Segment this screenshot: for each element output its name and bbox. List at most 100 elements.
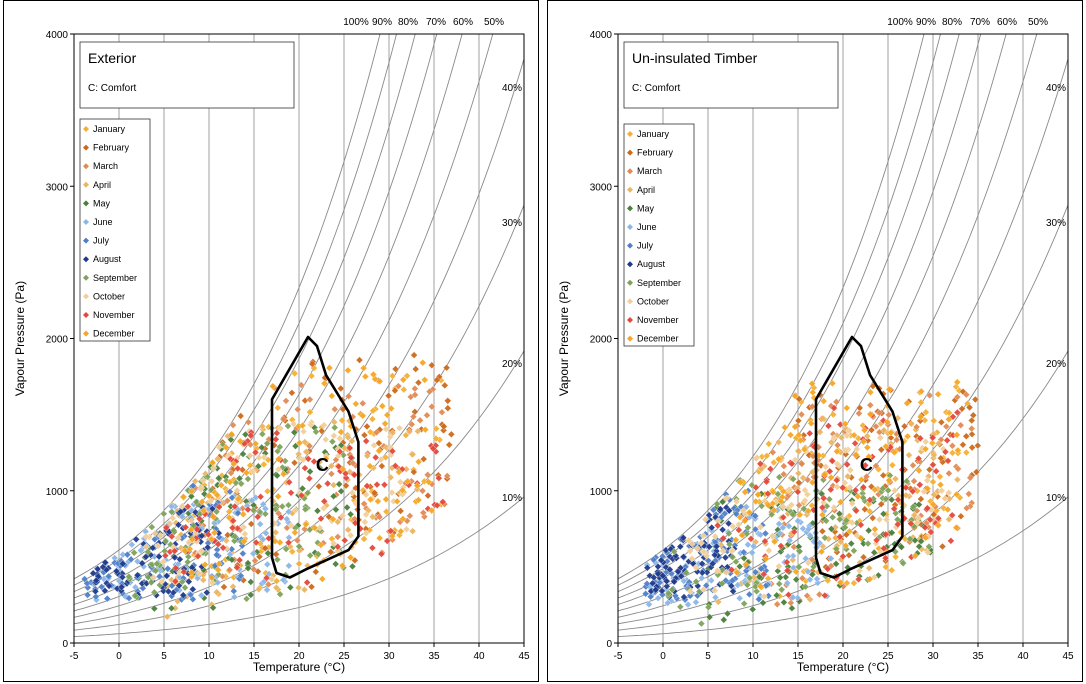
- x-tick-label: 0: [660, 651, 666, 662]
- data-point: [412, 365, 420, 373]
- legend-marker: [627, 186, 633, 193]
- data-point: [827, 554, 835, 563]
- data-point: [784, 591, 793, 599]
- data-point: [162, 524, 170, 532]
- data-point: [713, 500, 721, 508]
- data-point: [833, 447, 841, 456]
- data-point: [374, 497, 382, 505]
- rh-label: 80%: [942, 17, 962, 28]
- data-point: [902, 491, 910, 499]
- data-point: [246, 451, 254, 460]
- data-point: [105, 582, 113, 590]
- data-point: [786, 431, 795, 439]
- data-point: [857, 476, 866, 484]
- data-point: [204, 543, 212, 552]
- data-point: [285, 562, 293, 570]
- data-point: [92, 593, 100, 601]
- data-point: [384, 392, 393, 400]
- legend-marker: [83, 237, 89, 244]
- data-point: [225, 514, 233, 522]
- data-point: [230, 593, 239, 601]
- data-point: [779, 502, 787, 511]
- data-point: [387, 473, 395, 482]
- data-point: [705, 511, 713, 519]
- data-point: [375, 513, 384, 521]
- data-point: [787, 501, 796, 509]
- data-point: [298, 421, 307, 430]
- data-point: [728, 547, 736, 555]
- data-point: [360, 500, 368, 508]
- data-point: [736, 594, 744, 602]
- data-point: [217, 481, 225, 489]
- data-point: [231, 532, 239, 541]
- data-point: [732, 510, 740, 518]
- data-point: [806, 595, 814, 604]
- data-point: [308, 360, 316, 368]
- data-point: [215, 474, 223, 482]
- data-point: [879, 416, 888, 425]
- data-point: [884, 486, 892, 495]
- data-point: [84, 583, 92, 592]
- data-point: [915, 466, 923, 475]
- data-point: [329, 492, 338, 500]
- data-point: [862, 472, 871, 481]
- data-point: [866, 575, 874, 583]
- data-point: [953, 393, 961, 401]
- data-point: [409, 450, 417, 459]
- data-point: [432, 425, 440, 433]
- data-point: [322, 454, 330, 463]
- data-point: [930, 417, 938, 425]
- data-point: [762, 478, 771, 486]
- data-point: [286, 583, 295, 592]
- data-point: [197, 547, 205, 555]
- data-point: [362, 437, 370, 445]
- data-point: [697, 619, 706, 628]
- data-point: [791, 423, 799, 431]
- legend-item-november: November: [83, 310, 135, 320]
- data-point: [743, 571, 751, 580]
- x-tick-label: 15: [248, 651, 260, 662]
- data-point: [729, 522, 737, 530]
- data-point: [668, 585, 676, 594]
- data-point: [273, 555, 282, 564]
- data-point: [828, 457, 836, 465]
- data-point: [419, 359, 427, 367]
- data-point: [725, 529, 733, 538]
- data-point: [319, 504, 328, 512]
- x-tick-label: 0: [116, 651, 122, 662]
- y-tick-label: 3000: [590, 182, 613, 193]
- data-point: [758, 502, 766, 510]
- data-point: [891, 475, 900, 483]
- legend-item-december: December: [83, 329, 135, 339]
- data-point: [214, 566, 222, 574]
- data-point: [832, 560, 840, 568]
- data-point: [775, 520, 783, 528]
- data-point: [203, 588, 211, 597]
- legend-marker: [83, 293, 89, 300]
- data-point: [779, 487, 787, 495]
- data-point: [932, 467, 940, 475]
- data-point: [720, 616, 728, 624]
- data-point: [860, 426, 869, 434]
- legend-marker: [627, 149, 633, 156]
- data-point: [905, 451, 913, 459]
- data-point: [736, 562, 744, 571]
- data-point: [304, 455, 312, 463]
- data-point: [894, 496, 902, 504]
- data-point: [865, 564, 873, 572]
- data-point: [850, 547, 858, 555]
- y-tick-label: 1000: [46, 487, 69, 498]
- rh-label: 90%: [372, 17, 392, 28]
- data-point: [168, 532, 176, 541]
- legend-marker: [627, 317, 633, 323]
- rh-curve-10%: [74, 496, 524, 638]
- data-point: [825, 495, 834, 503]
- data-point: [197, 484, 206, 492]
- data-point: [228, 524, 237, 532]
- rh-label: 30%: [502, 218, 522, 229]
- data-point: [848, 518, 856, 527]
- data-point: [350, 471, 359, 479]
- data-point: [765, 546, 773, 555]
- data-point: [362, 510, 370, 519]
- data-point: [875, 409, 884, 417]
